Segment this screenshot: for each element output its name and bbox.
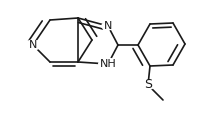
Text: S: S (144, 78, 152, 91)
Circle shape (99, 58, 117, 70)
Circle shape (25, 40, 41, 50)
Text: N: N (29, 40, 37, 50)
Text: NH: NH (100, 59, 116, 69)
Text: N: N (104, 21, 112, 31)
Circle shape (102, 22, 114, 30)
Circle shape (141, 81, 155, 89)
